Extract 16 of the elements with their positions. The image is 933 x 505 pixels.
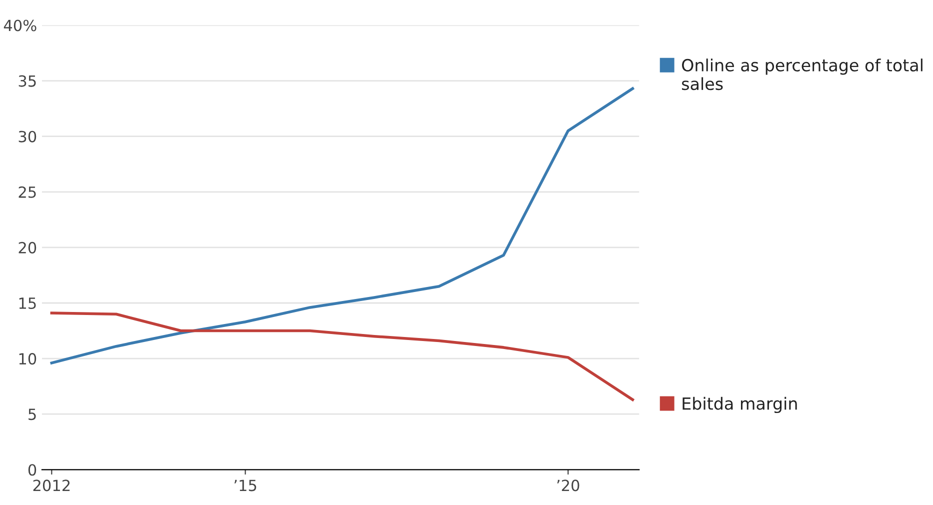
y-tick-label: 10: [19, 353, 36, 365]
y-tick-label: 0: [28, 464, 36, 476]
x-tick-label: ’15: [234, 480, 256, 492]
y-tick-label: 20: [18, 242, 36, 254]
y-tick-label: 15: [19, 298, 36, 310]
y-tick-label: 5: [28, 408, 36, 420]
y-tick-label: 30: [18, 130, 36, 142]
y-tick-label: 35: [18, 75, 36, 87]
x-tick-label: ’20: [557, 480, 580, 492]
legend-label: Online as percentage of total sales: [682, 58, 922, 90]
y-tick-label: 25: [18, 186, 36, 198]
y-tick-label: 40%: [4, 20, 36, 32]
x-tick-label: 2012: [33, 480, 70, 492]
line-series: [50, 87, 634, 364]
legend-label: Ebitda margin: [682, 396, 797, 414]
line-series: [50, 312, 634, 402]
